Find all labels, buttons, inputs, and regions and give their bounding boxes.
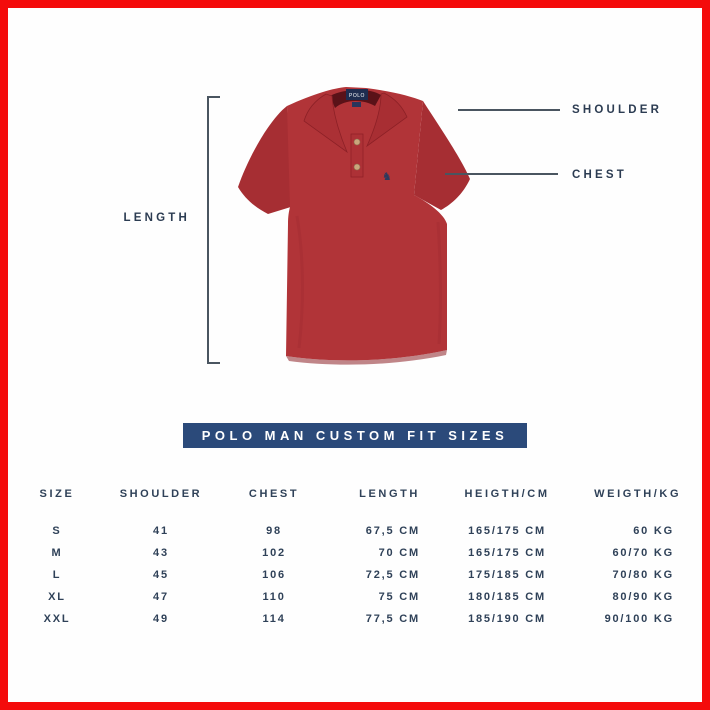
- column-header: HEIGTH/CM: [464, 488, 550, 500]
- shirt-collar-right: [366, 92, 408, 148]
- polo-shirt-illustration: POLO ♞: [238, 87, 470, 365]
- table-cell: 70 CM: [378, 547, 420, 559]
- table-cell: 106: [262, 569, 286, 581]
- table-cell: 175/185 CM: [468, 569, 547, 581]
- size-table-header-row: SIZE SHOULDER CHEST LENGTH HEIGTH/CM WEIGTH/K…: [30, 488, 680, 520]
- shoulder-pointer-line: [458, 109, 560, 111]
- column-header: SIZE: [39, 488, 75, 500]
- table-cell: L: [52, 569, 62, 581]
- table-cell: 43: [153, 547, 169, 559]
- column-header: CHEST: [248, 488, 300, 500]
- table-cell: 47: [153, 591, 169, 603]
- table-cell: 98: [266, 525, 282, 537]
- chest-label: CHEST: [572, 169, 627, 181]
- table-cell: 41: [153, 525, 169, 537]
- column-header: WEIGTH/KG: [594, 488, 682, 500]
- table-cell: S: [52, 525, 62, 537]
- length-bracket-tick-bottom: [207, 362, 220, 364]
- table-cell: 80/90 KG: [612, 591, 674, 603]
- table-cell: 45: [153, 569, 169, 581]
- shirt-fold-shadow: [436, 221, 442, 345]
- shirt-sleeve-right: [414, 101, 470, 210]
- shirt-hem-shadow: [286, 350, 447, 365]
- size-table: SIZE SHOULDER CHEST LENGTH HEIGTH/CM WEIGTH/K…: [30, 488, 680, 630]
- length-bracket-tick-top: [207, 96, 220, 98]
- table-cell: 60 KG: [633, 525, 674, 537]
- table-cell: 165/175 CM: [468, 547, 547, 559]
- length-bracket-line: [207, 96, 209, 364]
- table-cell: 72,5 CM: [365, 569, 420, 581]
- table-cell: XL: [48, 591, 66, 603]
- shirt-neck-label: [346, 89, 368, 100]
- shoulder-label: SHOULDER: [572, 104, 663, 116]
- shirt-button: [353, 138, 361, 146]
- table-cell: 102: [262, 547, 286, 559]
- table-cell: 180/185 CM: [468, 591, 547, 603]
- column-header: SHOULDER: [119, 488, 203, 500]
- table-cell: 77,5 CM: [365, 613, 420, 625]
- shirt-button: [353, 163, 361, 171]
- shirt-size-tag: [352, 102, 361, 107]
- polo-pony-logo-icon: ♞: [382, 171, 392, 183]
- table-cell: XXL: [43, 613, 71, 625]
- table-cell: 49: [153, 613, 169, 625]
- column-header: LENGTH: [359, 488, 420, 500]
- table-row: XXL 49 114 77,5 CM 185/190 CM 90/100 KG: [30, 608, 680, 630]
- table-row: S 41 98 67,5 CM 165/175 CM 60 KG: [30, 520, 680, 542]
- length-label: LENGTH: [123, 212, 190, 224]
- table-cell: 165/175 CM: [468, 525, 547, 537]
- table-row: M 43 102 70 CM 165/175 CM 60/70 KG: [30, 542, 680, 564]
- table-cell: 70/80 KG: [612, 569, 674, 581]
- table-row: L 45 106 72,5 CM 175/185 CM 70/80 KG: [30, 564, 680, 586]
- size-chart-canvas: POLO ♞ LENGTH SHOULDER CHEST POLO MAN CU…: [8, 8, 702, 702]
- shirt-neck-label-text: POLO: [349, 93, 365, 99]
- table-row: XL 47 110 75 CM 180/185 CM 80/90 KG: [30, 586, 680, 608]
- shirt-fold-shadow: [295, 215, 304, 349]
- shirt-body: [286, 87, 447, 361]
- size-table-body: S 41 98 67,5 CM 165/175 CM 60 KG M 43 102 70 CM 16…: [30, 520, 680, 630]
- table-cell: 75 CM: [378, 591, 420, 603]
- table-cell: 110: [262, 591, 286, 603]
- table-cell: 185/190 CM: [468, 613, 547, 625]
- shirt-sleeve-left: [238, 106, 294, 214]
- table-cell: 114: [262, 613, 286, 625]
- chest-pointer-line: [445, 173, 558, 175]
- title-banner: POLO MAN CUSTOM FIT SIZES: [183, 423, 527, 448]
- banner-title: POLO MAN CUSTOM FIT SIZES: [201, 428, 509, 443]
- table-cell: 90/100 KG: [604, 613, 674, 625]
- table-cell: M: [51, 547, 63, 559]
- shirt-collar-left: [303, 93, 348, 154]
- table-cell: 60/70 KG: [612, 547, 674, 559]
- table-cell: 67,5 CM: [365, 525, 420, 537]
